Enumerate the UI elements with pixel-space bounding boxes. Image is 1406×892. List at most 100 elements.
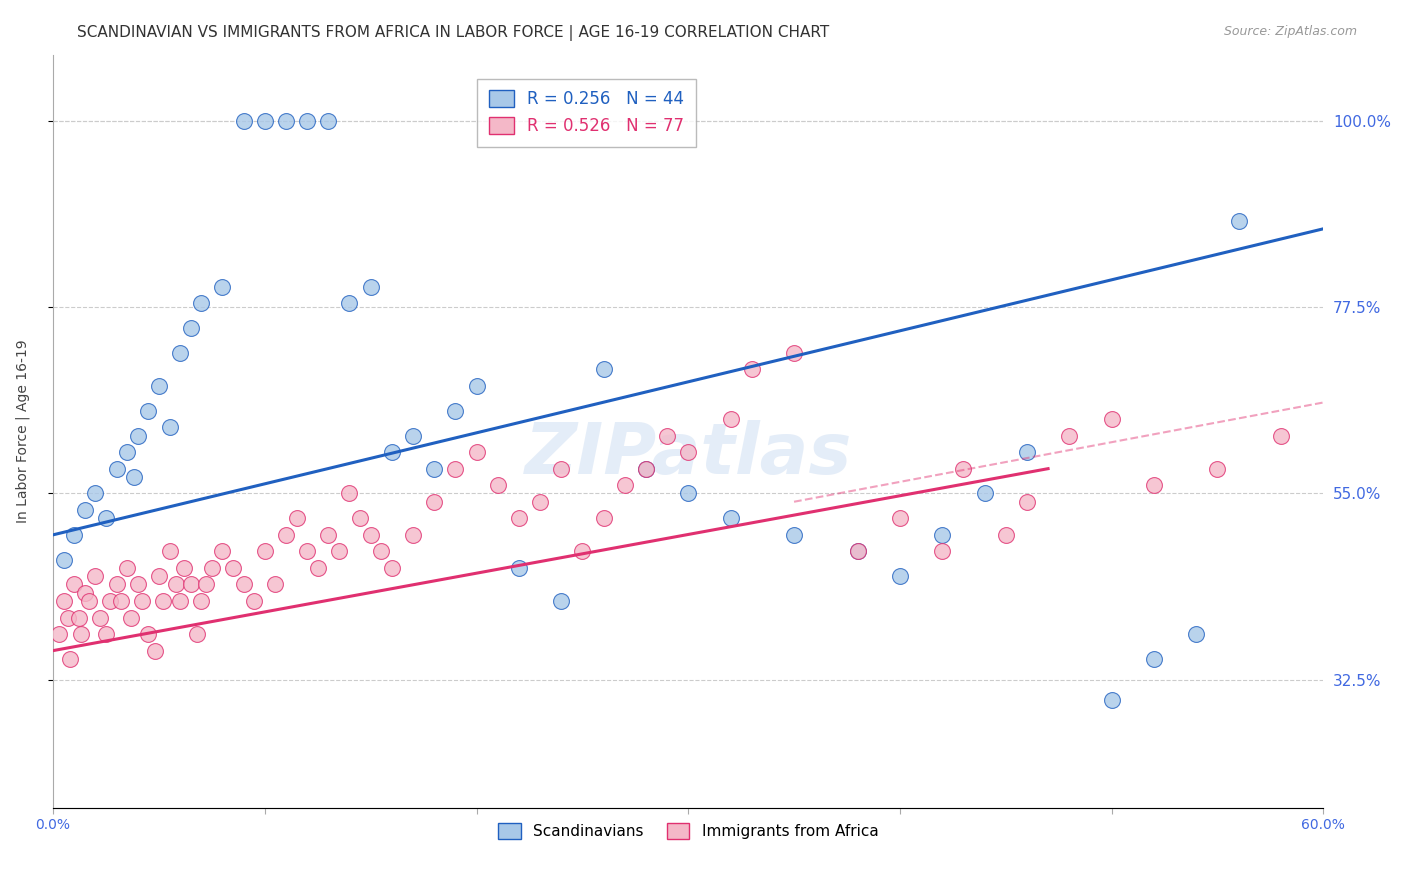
Point (127, 577, 149, 591)
Point (1101, 412, 1123, 426)
Point (115, 445, 138, 459)
Point (194, 577, 217, 591)
Text: ZIPatlas: ZIPatlas (524, 419, 852, 489)
Text: SCANDINAVIAN VS IMMIGRANTS FROM AFRICA IN LABOR FORCE | AGE 16-19 CORRELATION CH: SCANDINAVIAN VS IMMIGRANTS FROM AFRICA I… (77, 25, 830, 41)
Point (1143, 478, 1166, 492)
Point (741, 362, 763, 376)
Point (613, 478, 636, 492)
Point (131, 594, 153, 608)
Point (634, 461, 657, 475)
Point (295, 114, 318, 128)
Point (1227, 213, 1250, 227)
Point (783, 346, 806, 360)
Point (846, 544, 869, 558)
Point (122, 470, 145, 484)
Point (127, 428, 149, 442)
Point (222, 561, 245, 575)
Point (402, 528, 425, 542)
Point (73, 585, 96, 599)
Point (1270, 428, 1292, 442)
Point (180, 321, 202, 335)
Point (232, 114, 254, 128)
Point (138, 627, 160, 641)
Point (634, 461, 657, 475)
Point (592, 511, 614, 525)
Point (571, 544, 593, 558)
Point (360, 279, 382, 293)
Point (889, 569, 911, 583)
Point (73, 503, 96, 517)
Point (94, 511, 117, 525)
Point (529, 494, 551, 508)
Point (274, 114, 297, 128)
Point (720, 412, 742, 426)
Point (69, 627, 91, 641)
Point (952, 461, 974, 475)
Point (274, 528, 297, 542)
Point (444, 461, 467, 475)
Point (931, 544, 953, 558)
Point (295, 544, 318, 558)
Point (349, 511, 371, 525)
Point (211, 279, 233, 293)
Point (486, 478, 509, 492)
Point (105, 461, 128, 475)
Point (180, 577, 202, 591)
Point (1015, 494, 1038, 508)
Point (720, 511, 742, 525)
Point (211, 544, 233, 558)
Point (253, 544, 276, 558)
Point (253, 114, 276, 128)
Point (1101, 693, 1123, 707)
Point (232, 577, 254, 591)
Point (402, 428, 425, 442)
Point (339, 296, 361, 310)
Point (59, 652, 82, 666)
Point (318, 528, 340, 542)
Point (67, 610, 90, 624)
Point (676, 445, 699, 459)
Point (1185, 627, 1208, 641)
Point (508, 511, 530, 525)
Point (1143, 652, 1166, 666)
Point (264, 577, 287, 591)
Point (1206, 461, 1229, 475)
Point (676, 486, 699, 500)
Text: Source: ZipAtlas.com: Source: ZipAtlas.com (1223, 25, 1357, 38)
Point (931, 528, 953, 542)
Point (444, 404, 467, 418)
Point (423, 494, 446, 508)
Point (550, 594, 572, 608)
Point (360, 528, 382, 542)
Point (465, 445, 488, 459)
Point (465, 379, 488, 393)
Point (186, 627, 208, 641)
Point (48, 627, 70, 641)
Point (84, 569, 107, 583)
Point (328, 544, 350, 558)
Point (190, 594, 212, 608)
Point (84, 486, 107, 500)
Point (783, 528, 806, 542)
Point (243, 594, 266, 608)
Point (381, 561, 404, 575)
Point (63, 577, 86, 591)
Point (592, 362, 614, 376)
Point (77, 594, 100, 608)
Point (56, 610, 79, 624)
Point (98, 594, 121, 608)
Point (173, 561, 195, 575)
Point (1057, 428, 1080, 442)
Point (52, 552, 75, 566)
Point (318, 114, 340, 128)
Point (994, 528, 1017, 542)
Point (169, 346, 191, 360)
Point (201, 561, 224, 575)
Legend: Scandinavians, Immigrants from Africa: Scandinavians, Immigrants from Africa (492, 817, 884, 846)
Point (973, 486, 995, 500)
Point (89, 610, 111, 624)
Point (115, 561, 138, 575)
Point (655, 428, 678, 442)
Point (159, 544, 181, 558)
Point (120, 610, 142, 624)
